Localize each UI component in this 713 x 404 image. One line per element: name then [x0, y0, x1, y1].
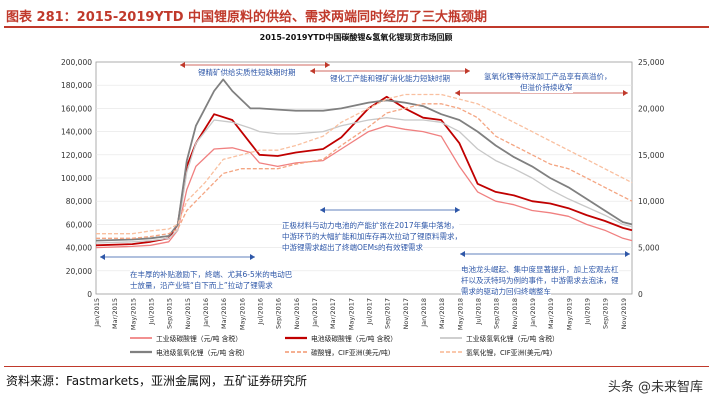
x-tick-label: Jul/2015 — [148, 298, 156, 326]
annotation-2017-line3: 中游锂需求超出了终端OEMs的有效锂需求 — [282, 242, 424, 253]
y-left-tick-label: 40,000 — [66, 244, 92, 253]
x-tick-label: Nov/2017 — [402, 298, 410, 329]
title-divider — [4, 26, 709, 28]
y-right-tick-label: 15,000 — [638, 151, 664, 160]
y-left-tick-label: 20,000 — [66, 267, 92, 276]
legend-label: 碳酸锂，CIF亚洲(美元/吨) — [311, 348, 391, 357]
y-left-tick-label: 120,000 — [61, 151, 92, 160]
y-left-tick-label: 180,000 — [61, 81, 92, 90]
legend-label: 电池级氢氧化锂（元/吨 含税） — [156, 348, 249, 357]
y-left-tick-label: 200,000 — [61, 58, 92, 67]
x-tick-label: Mar/2019 — [547, 298, 555, 329]
series-line-6 — [96, 93, 633, 235]
y-left-tick-label: 100,000 — [61, 174, 92, 183]
series-line-4 — [95, 78, 633, 242]
y-right-tick-label: 5,000 — [638, 244, 660, 253]
annotation-supply-shortage: 锂精矿供给实质性短缺期时期 — [198, 67, 296, 78]
lithium-price-chart: 2015-2019YTD中国碳酸锂&氢氧化锂现货市场回顾 0 20,000 40,0… — [61, 32, 664, 357]
y-left-tick-label: 0 — [87, 290, 92, 299]
y-left-tick-label: 160,000 — [61, 104, 92, 113]
arrow-head — [310, 68, 315, 74]
arrow-head — [625, 251, 630, 257]
x-tick-label: May/2016 — [238, 298, 246, 330]
chart-title: 2015-2019YTD中国碳酸锂&氢氧化锂现货市场回顾 — [260, 32, 453, 42]
y-right-tick-label: 10,000 — [638, 197, 664, 206]
x-tick-label: May/2017 — [347, 298, 355, 330]
annotation-premium-line1: 氢氧化锂等待深加工产品享有高溢价， — [484, 71, 612, 82]
series-line-5 — [96, 103, 633, 239]
arrow-head — [460, 251, 465, 257]
annotation-2017-line1: 正极材料与动力电池的产能扩张在2017年集中落地， — [282, 220, 459, 231]
annotation-2018-line1: 电池龙头崛起、集中度显著提升，加上宏观去杠 — [461, 264, 619, 275]
arrow-head — [320, 207, 325, 213]
x-tick-label: Nov/2015 — [184, 298, 192, 329]
x-tick-label: Mar/2016 — [220, 298, 228, 329]
annotation-capacity-shortage: 锂化工产能和锂矿消化能力短缺时期 — [330, 73, 450, 84]
x-tick-label: Sep/2015 — [166, 298, 174, 329]
x-tick-label: Jul/2017 — [366, 298, 374, 326]
x-tick-label: May/2019 — [565, 298, 573, 330]
annotation-2017-line2: 中游环节的大幅扩能和加库存再次拉动了锂原料需求， — [282, 231, 462, 242]
annotation-2016-line1: 在丰厚的补贴激励下，終端、尤其6-5米的电动巴 — [130, 269, 293, 280]
x-tick-label: Nov/2016 — [293, 298, 301, 329]
x-tick-label: Mar/2015 — [111, 298, 119, 329]
legend-label: 工业级氢氧化锂（元/吨 含税） — [466, 334, 559, 343]
legend-label: 氢氧化锂，CIF亚洲(美元/吨) — [466, 348, 553, 357]
x-tick-label: Nov/2019 — [620, 298, 628, 329]
annotation-2018-line2: 杆以及沃特玛为例的事件，中游需求去泡沫，锂 — [461, 275, 619, 286]
x-tick-label: Jul/2019 — [584, 298, 592, 326]
arrow-head — [250, 254, 255, 260]
x-tick-label: Sep/2016 — [275, 298, 283, 329]
y-left-tick-label: 60,000 — [66, 220, 92, 229]
x-tick-label: Jan/2019 — [529, 298, 537, 328]
legend-label: 工业级碳酸锂（元/吨 含税） — [156, 334, 242, 343]
arrow-head — [455, 207, 460, 213]
source-note: 资料来源：Fastmarkets，亚洲金属网，五矿证券研究所 — [6, 374, 307, 388]
y-left-tick-label: 80,000 — [66, 197, 92, 206]
arrow-head — [465, 68, 470, 74]
x-tick-label: Sep/2017 — [384, 298, 392, 329]
annotation-premium-line2: 但溢价持续收窄 — [520, 82, 573, 93]
y-right-tick-label: 0 — [638, 290, 643, 299]
y-left-tick-label: 140,000 — [61, 128, 92, 137]
arrow-head — [180, 62, 185, 68]
x-tick-label: Jan/2016 — [202, 298, 210, 328]
arrow-head — [100, 254, 105, 260]
x-tick-label: Jan/2017 — [311, 298, 319, 328]
annotation-2018-line3: 需求的驱动力回归终端整车 — [461, 286, 551, 297]
series-line-1 — [95, 125, 633, 249]
arrow-head — [623, 90, 628, 96]
x-tick-label: Jan/2018 — [420, 298, 428, 328]
x-tick-label: May/2018 — [456, 298, 464, 330]
x-tick-label: Jan/2015 — [93, 298, 101, 328]
x-tick-label: Sep/2018 — [493, 298, 501, 329]
legend-label: 电池级碳酸锂（元/吨 含税） — [311, 334, 397, 343]
y-right-tick-label: 20,000 — [638, 104, 664, 113]
series-line-3 — [95, 117, 633, 244]
figure-title: 图表 281：2015-2019YTD 中国锂原料的供给、需求两端同时经历了三大… — [6, 10, 488, 25]
arrow-head — [325, 62, 330, 68]
x-tick-label: Mar/2017 — [329, 298, 337, 329]
footer-divider — [4, 366, 709, 367]
x-tick-label: Jul/2018 — [475, 298, 483, 326]
annotation-2016-line2: 士放量，沿产业链“自下而上”拉动了锂需求 — [130, 280, 273, 291]
x-tick-label: Nov/2018 — [511, 298, 519, 329]
x-tick-label: Jul/2016 — [257, 298, 265, 326]
x-tick-label: Sep/2019 — [602, 298, 610, 329]
y-right-tick-label: 25,000 — [638, 58, 664, 67]
x-tick-label: Mar/2018 — [438, 298, 446, 329]
x-tick-label: May/2015 — [129, 298, 137, 330]
arrow-head — [455, 90, 460, 96]
watermark: 头条 @未来智库 — [607, 380, 703, 395]
